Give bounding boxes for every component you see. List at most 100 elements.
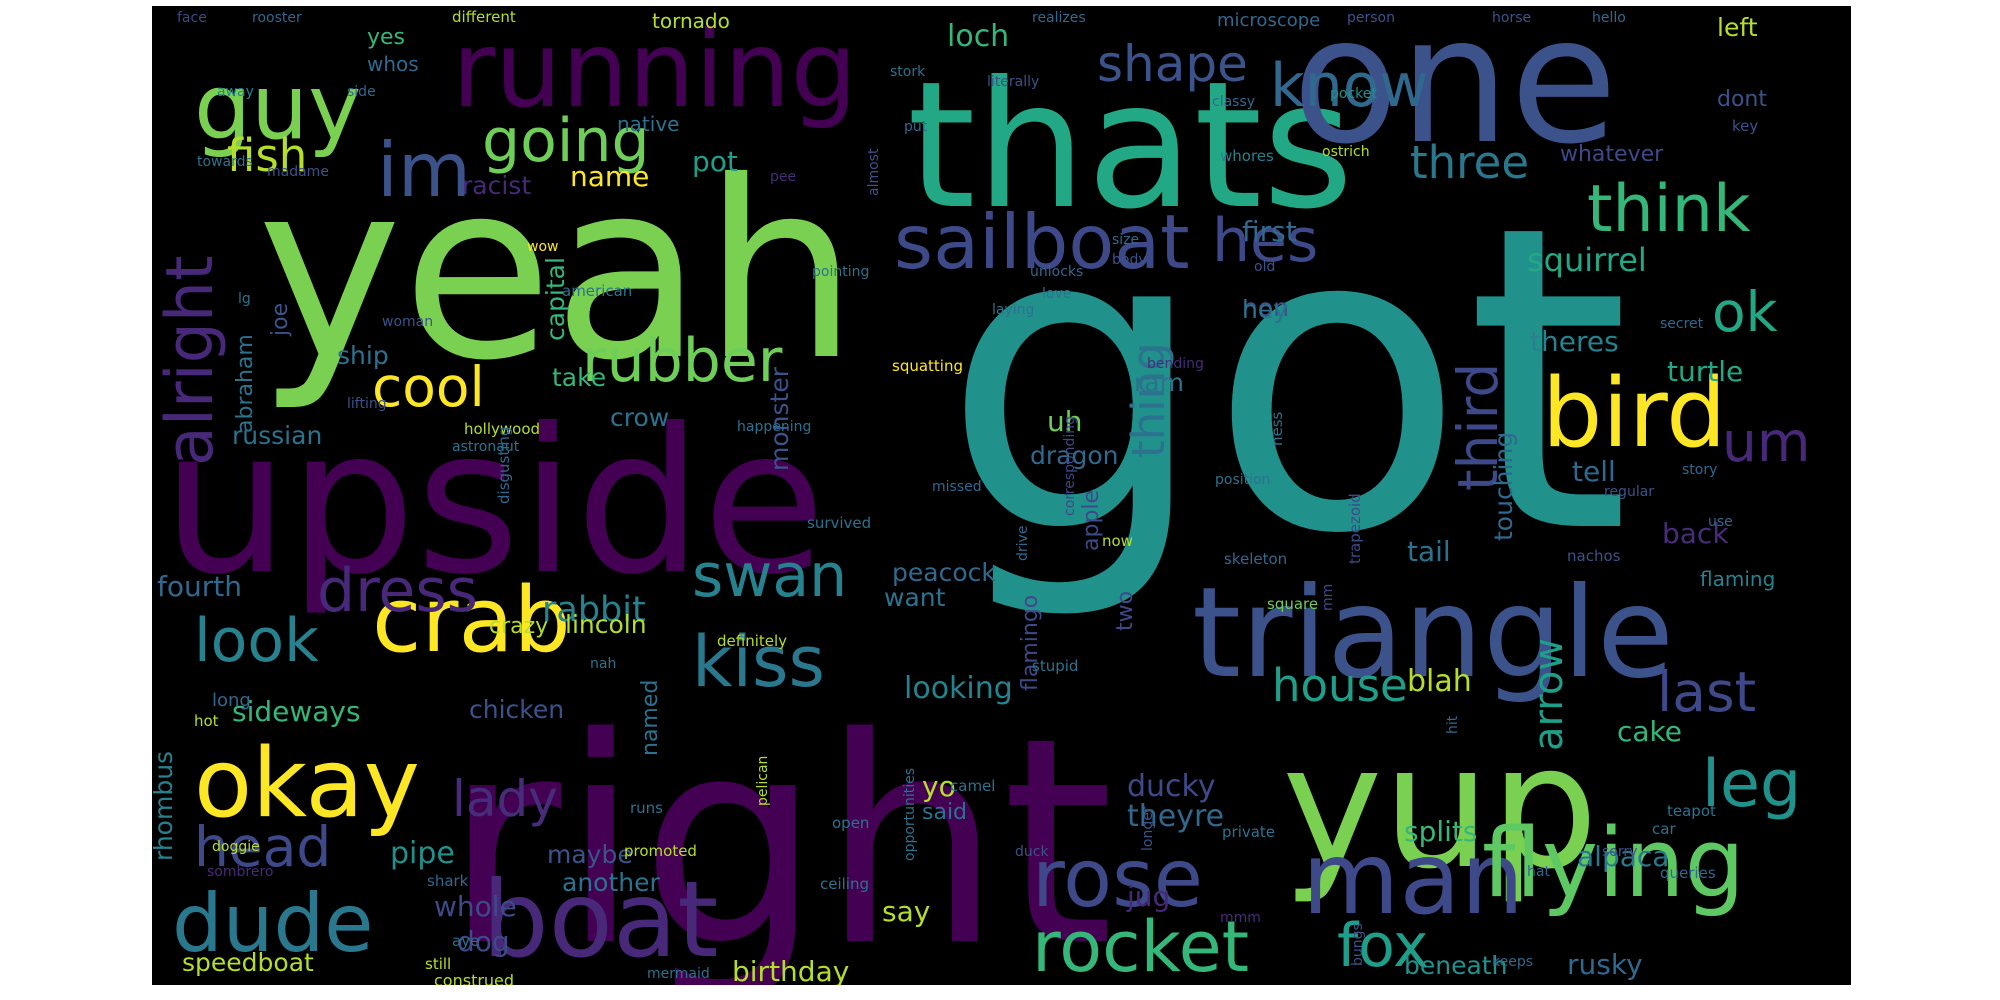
cloud-word-two: two [1113,591,1138,631]
cloud-word-laying: laying [992,302,1034,318]
cloud-word-dont: dont [1717,87,1767,112]
cloud-word-think: think [1587,172,1751,247]
cloud-word-dude: dude [172,877,373,970]
cloud-word-theyre: theyre [1127,799,1224,834]
cloud-word-pointing: pointing [812,264,869,280]
cloud-word-birthday: birthday [732,955,849,985]
cloud-word-tail: tail [1407,535,1451,568]
cloud-word-survived: survived [807,514,871,532]
cloud-word-last: last [1657,660,1756,724]
cloud-word-construed: construed [434,971,514,985]
cloud-word-guy: guy [194,55,361,160]
cloud-word-promoted: promoted [624,842,697,860]
cloud-word-pelican: pelican [755,756,771,806]
cloud-word-teapot: teapot [1667,802,1716,820]
cloud-word-stupid: stupid [1032,657,1078,675]
cloud-word-yup: yup [1282,709,1598,907]
cloud-word-beneath: beneath [1404,951,1507,980]
cloud-word-okay: okay [194,729,420,839]
cloud-word-rocket: rocket [1032,906,1249,985]
cloud-word-story: story [1682,462,1717,478]
cloud-word-realizes: realizes [1032,10,1086,26]
cloud-word-non: non [1242,293,1289,322]
cloud-word-rhombus: rhombus [152,751,178,861]
cloud-word-love: love [1042,286,1071,302]
cloud-word-hollywood: hollywood [464,420,540,438]
cloud-word-joe: joe [268,303,293,337]
cloud-word-native: native [617,112,679,136]
cloud-word-left: left [1717,13,1758,42]
cloud-word-yeah: yeah [257,129,858,414]
cloud-word-look: look [194,606,319,676]
cloud-word-take: take [552,363,606,392]
cloud-word-pot: pot [692,145,738,178]
cloud-word-first: first [1242,215,1297,248]
cloud-word-duck: duck [1015,844,1049,860]
cloud-word-skeleton: skeleton [1224,550,1287,568]
cloud-word-tell: tell [1572,455,1616,488]
cloud-word-old: old [1254,259,1275,275]
cloud-word-squirrel: squirrel [1527,241,1647,279]
cloud-word-rose: rose [1032,832,1203,925]
cloud-word-chicken: chicken [469,695,564,724]
cloud-word-aye: aye [452,932,479,950]
cloud-word-horse: horse [1492,10,1531,26]
cloud-word-mermaid: mermaid [647,966,710,982]
cloud-word-almost: almost [866,148,882,196]
cloud-word-name: name [570,160,649,193]
cloud-word-hat: hat [1527,864,1550,880]
cloud-word-microscope: microscope [1217,10,1320,31]
cloud-word-another: another [562,868,660,897]
cloud-word-crazy: crazy [489,614,548,639]
cloud-word-disgusting: disgusting [495,427,513,504]
cloud-word-ostrich: ostrich [1322,144,1370,160]
cloud-word-side: side [347,84,376,100]
cloud-word-different: different [452,8,516,26]
cloud-word-speedboat: speedboat [182,948,314,977]
cloud-word-alright: alright [153,255,228,466]
cloud-word-arrow: arrow [1526,638,1572,751]
cloud-word-crow: crow [610,403,669,432]
cloud-word-mm: mm [1320,584,1336,611]
cloud-word-unlocks: unlocks [1030,264,1083,280]
cloud-word-right: right [444,677,1114,985]
cloud-word-ceiling: ceiling [820,875,869,893]
cloud-word-hey: hey [1242,295,1288,324]
cloud-word-third: third [1446,363,1510,491]
cloud-word-maybe: maybe [547,840,633,869]
cloud-word-three: three [1410,136,1529,189]
cloud-word-kiss: kiss [692,621,825,703]
cloud-word-away: away [217,84,254,100]
cloud-word-lifting: lifting [347,396,387,412]
cloud-word-regular: regular [1604,484,1654,500]
cloud-word-woman: woman [382,314,433,330]
cloud-word-sailboat: sailboat [894,198,1190,286]
cloud-word-longer: longer [1140,806,1156,851]
cloud-word-secret: secret [1660,316,1704,332]
cloud-word-ram: ram [1134,368,1184,397]
cloud-word-upside: upside [162,386,825,619]
cloud-word-runs: runs [630,799,663,817]
cloud-word-named: named [638,680,663,756]
cloud-word-still: still [425,955,451,973]
cloud-word-madame: madame [267,164,329,180]
cloud-word-um: um [1722,410,1810,474]
cloud-word-key: key [1732,117,1758,135]
cloud-word-theres: theres [1530,325,1619,358]
cloud-word-use: use [1708,514,1733,530]
cloud-word-missed: missed [932,479,982,495]
cloud-word-racist: racist [462,171,531,200]
cloud-word-uh: uh [1047,405,1083,438]
cloud-word-sorry: sorry [1602,844,1637,860]
cloud-word-pipe: pipe [390,836,455,871]
cloud-word-got: got [942,137,1630,626]
cloud-word-keeps: keeps [1492,954,1533,970]
cloud-word-leg: leg [1702,747,1801,822]
cloud-word-squatting: squatting [892,357,963,375]
cloud-word-american: american [562,282,632,300]
cloud-word-splits: splits [1404,815,1478,848]
cloud-word-dog: dog [457,925,510,958]
cloud-word-lincoln: lincoln [565,610,647,639]
cloud-word-ok: ok [1712,280,1778,344]
